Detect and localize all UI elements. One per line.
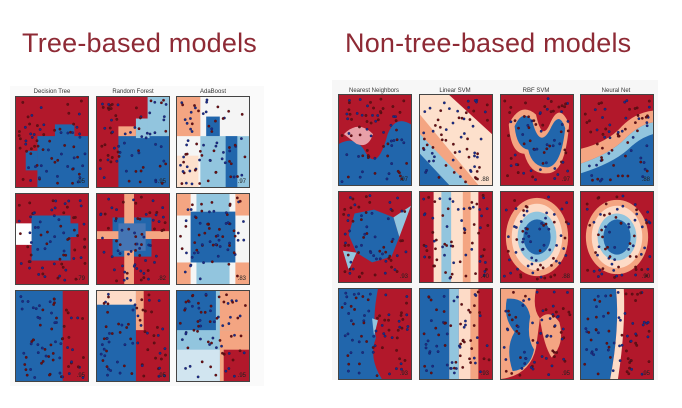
- accuracy-score: .93: [399, 371, 408, 377]
- accuracy-score: .83: [237, 276, 246, 282]
- decision-boundary-graphic: [581, 289, 653, 379]
- nearest-neighbors-plot-row-3: .93: [338, 288, 412, 380]
- accuracy-score: .95: [157, 373, 166, 379]
- column-label-neural-net: Neural Net: [601, 88, 631, 94]
- accuracy-score: .88: [480, 177, 489, 183]
- accuracy-score: .93: [399, 274, 408, 280]
- neural-net-plot-row-3: .95: [580, 288, 654, 380]
- nearest-neighbors-plot-row-1: .97: [338, 94, 412, 186]
- accuracy-score: .93: [480, 371, 489, 377]
- non-tree-based-title: Non-tree-based models: [345, 28, 632, 58]
- decision-tree-plot-row-1: .95: [15, 96, 89, 188]
- accuracy-score: .88: [641, 177, 650, 183]
- decision-tree-plot-row-2: .79: [15, 193, 89, 285]
- accuracy-score: .97: [237, 179, 246, 185]
- accuracy-score: .95: [237, 373, 246, 379]
- decision-boundary-graphic: [501, 289, 573, 379]
- decision-boundary-graphic: [339, 192, 411, 282]
- linear-svm-plot-row-3: .93: [419, 288, 493, 380]
- decision-boundary-graphic: [501, 95, 573, 185]
- tree-based-title: Tree-based models: [22, 28, 258, 58]
- neural-net-plot-row-2: .90: [580, 191, 654, 283]
- adaboost-plot-row-2: .83: [176, 193, 250, 285]
- rbf-svm-plot-row-3: .95: [500, 288, 574, 380]
- adaboost-plot-row-3: .95: [176, 290, 250, 382]
- accuracy-score: .95: [76, 179, 85, 185]
- decision-boundary-graphic: [97, 291, 169, 381]
- accuracy-score: .82: [157, 276, 166, 282]
- column-label-linear-svm: Linear SVM: [439, 88, 471, 94]
- accuracy-score: .90: [641, 274, 650, 280]
- nearest-neighbors-plot-row-2: .93: [338, 191, 412, 283]
- decision-boundary-graphic: [420, 95, 492, 185]
- decision-boundary-graphic: [97, 194, 169, 284]
- accuracy-score: .95: [561, 371, 570, 377]
- column-label-adaboost: AdaBoost: [199, 89, 227, 95]
- column-label-random-forest: Random Forest: [112, 89, 154, 95]
- accuracy-score: .95: [76, 373, 85, 379]
- decision-tree-plot-row-3: .95: [15, 290, 89, 382]
- decision-boundary-graphic: [16, 97, 88, 187]
- decision-boundary-graphic: [339, 95, 411, 185]
- decision-boundary-graphic: [501, 192, 573, 282]
- accuracy-score: .95: [641, 371, 650, 377]
- accuracy-score: .97: [561, 177, 570, 183]
- linear-svm-plot-row-1: .88: [419, 94, 493, 186]
- decision-boundary-graphic: [177, 194, 249, 284]
- decision-boundary-graphic: [420, 289, 492, 379]
- column-label-nearest-neighbors: Nearest Neighbors: [348, 88, 400, 94]
- random-forest-plot-row-2: .82: [96, 193, 170, 285]
- rbf-svm-plot-row-2: .88: [500, 191, 574, 283]
- decision-boundary-graphic: [16, 291, 88, 381]
- accuracy-score: .40: [480, 274, 489, 280]
- column-label-rbf-svm: RBF SVM: [522, 88, 550, 94]
- adaboost-plot-row-1: .97: [176, 96, 250, 188]
- decision-boundary-graphic: [177, 97, 249, 187]
- column-label-decision-tree: Decision Tree: [33, 89, 71, 95]
- accuracy-score: .79: [76, 276, 85, 282]
- decision-boundary-graphic: [97, 97, 169, 187]
- decision-boundary-graphic: [16, 194, 88, 284]
- linear-svm-plot-row-2: .40: [419, 191, 493, 283]
- accuracy-score: .88: [561, 274, 570, 280]
- random-forest-plot-row-3: .95: [96, 290, 170, 382]
- accuracy-score: .97: [399, 177, 408, 183]
- decision-boundary-graphic: [420, 192, 492, 282]
- rbf-svm-plot-row-1: .97: [500, 94, 574, 186]
- decision-boundary-graphic: [339, 289, 411, 379]
- accuracy-score: .95: [157, 179, 166, 185]
- random-forest-plot-row-1: .95: [96, 96, 170, 188]
- decision-boundary-graphic: [177, 291, 249, 381]
- neural-net-plot-row-1: .88: [580, 94, 654, 186]
- decision-boundary-graphic: [581, 95, 653, 185]
- decision-boundary-graphic: [581, 192, 653, 282]
